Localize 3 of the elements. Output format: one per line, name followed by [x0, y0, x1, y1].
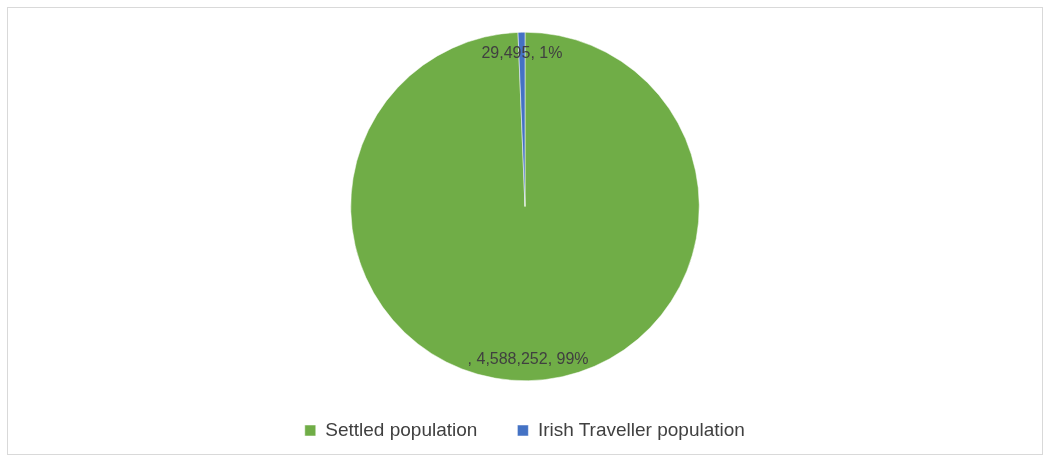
data-label: , 4,588,252, 99% [467, 350, 589, 368]
legend-label: Settled population [325, 418, 478, 440]
legend-label: Irish Traveller population [537, 418, 745, 440]
